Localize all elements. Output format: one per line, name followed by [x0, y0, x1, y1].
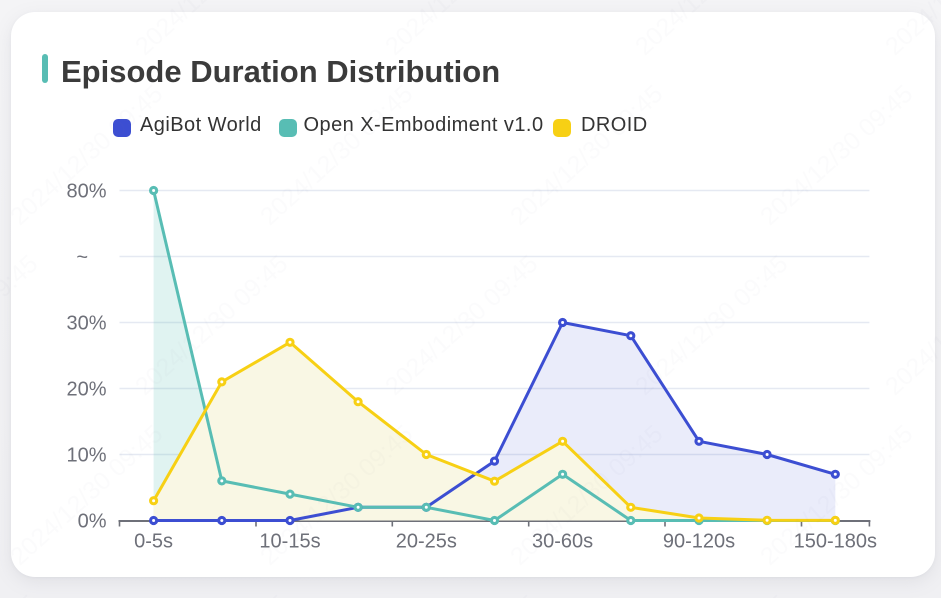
svg-text:90-120s: 90-120s — [663, 531, 735, 553]
svg-text:20%: 20% — [66, 379, 106, 401]
svg-text:30%: 30% — [66, 313, 106, 335]
svg-text:~: ~ — [76, 247, 88, 269]
svg-text:10%: 10% — [66, 445, 106, 467]
svg-text:10-15s: 10-15s — [259, 531, 320, 553]
svg-text:150-180s: 150-180s — [794, 531, 877, 553]
svg-text:20-25s: 20-25s — [396, 531, 457, 553]
svg-text:30-60s: 30-60s — [532, 531, 593, 553]
svg-text:0%: 0% — [78, 511, 107, 533]
svg-text:0-5s: 0-5s — [134, 531, 173, 553]
svg-text:80%: 80% — [66, 181, 106, 203]
